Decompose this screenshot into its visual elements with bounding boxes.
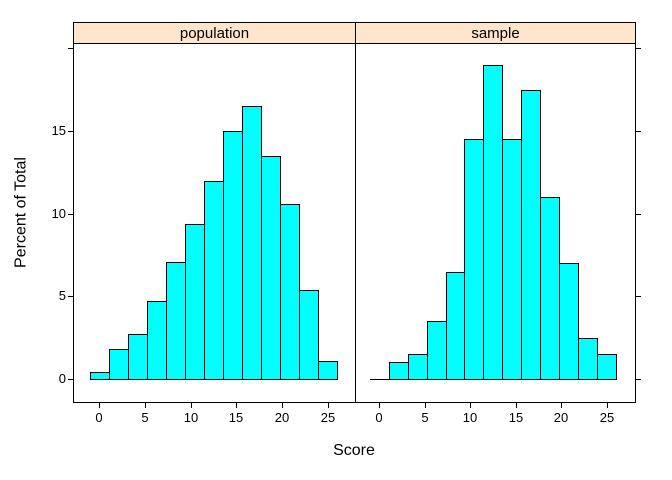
x-tick-label: 20	[274, 410, 290, 425]
histogram-bar-population-12	[318, 361, 338, 380]
histogram-bar-population-4	[166, 262, 186, 380]
y-tick-label: 15	[51, 123, 66, 138]
histogram-bar-population-6	[204, 181, 224, 380]
histogram-bar-sample-10	[559, 263, 579, 380]
histogram-bar-sample-2	[408, 354, 428, 380]
x-tick-label: 0	[95, 410, 103, 425]
y-tick-label: 5	[58, 288, 66, 303]
histogram-bar-sample-11	[578, 338, 598, 380]
histogram-bar-population-7	[223, 131, 243, 380]
x-tick	[282, 403, 283, 408]
y-tick	[68, 131, 73, 132]
histogram-bar-sample-6	[483, 65, 503, 380]
x-tick-label: 5	[421, 410, 429, 425]
strip-label-sample: sample	[471, 24, 520, 42]
x-tick-label: 5	[141, 410, 149, 425]
histogram-bar-sample-7	[502, 139, 522, 380]
y-tick-right	[636, 131, 641, 132]
histogram-bar-sample-3	[427, 321, 447, 380]
histogram-bar-population-10	[280, 204, 300, 380]
x-tick	[145, 403, 146, 408]
y-tick	[68, 214, 73, 215]
y-axis-label: Percent of Total	[12, 157, 30, 268]
histogram-bar-population-2	[128, 334, 148, 380]
histogram-bar-sample-1	[389, 362, 409, 380]
x-tick-label: 15	[228, 410, 244, 425]
y-tick-label: 0	[58, 371, 66, 386]
x-tick-label: 15	[508, 410, 524, 425]
histogram-bar-population-3	[147, 301, 167, 380]
x-tick	[379, 403, 380, 408]
strip-label-population: population	[179, 24, 250, 42]
x-tick	[425, 403, 426, 408]
strip-sample: sample	[355, 22, 636, 44]
histogram-bar-sample-4	[446, 272, 465, 380]
y-tick	[68, 48, 73, 49]
histogram-bar-population-0	[90, 372, 110, 380]
histogram-bar-population-1	[109, 349, 129, 380]
y-tick-right	[636, 379, 641, 380]
histogram-bar-sample-8	[521, 90, 541, 380]
y-tick-right	[636, 214, 641, 215]
x-tick	[607, 403, 608, 408]
x-tick	[191, 403, 192, 408]
x-tick	[470, 403, 471, 408]
x-tick	[516, 403, 517, 408]
histogram-bar-sample-12	[597, 354, 617, 380]
y-tick-label: 10	[51, 206, 66, 221]
strip-population: population	[73, 22, 356, 44]
y-tick-right	[636, 296, 641, 297]
x-tick-label: 0	[375, 410, 383, 425]
x-tick-label: 10	[183, 410, 199, 425]
histogram-bar-population-11	[299, 290, 319, 380]
y-tick	[68, 379, 73, 380]
histogram-bar-population-8	[242, 106, 262, 380]
x-tick-label: 25	[599, 410, 615, 425]
y-tick-right	[636, 48, 641, 49]
x-tick-label: 10	[462, 410, 478, 425]
histogram-bar-population-5	[185, 224, 205, 380]
x-axis-label: Score	[333, 442, 375, 459]
y-tick	[68, 296, 73, 297]
x-tick-label: 20	[553, 410, 569, 425]
x-tick	[561, 403, 562, 408]
histogram-bar-population-9	[261, 156, 281, 380]
x-tick-label: 25	[320, 410, 336, 425]
x-tick	[328, 403, 329, 408]
histogram-bar-sample-9	[540, 197, 560, 380]
x-tick	[236, 403, 237, 408]
histogram-bar-sample-5	[464, 139, 484, 380]
x-tick	[99, 403, 100, 408]
